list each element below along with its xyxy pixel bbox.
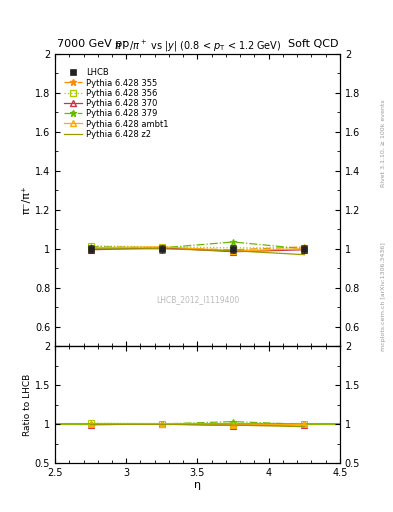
- Y-axis label: π⁻/π⁺: π⁻/π⁺: [22, 186, 32, 215]
- Legend: LHCB, Pythia 6.428 355, Pythia 6.428 356, Pythia 6.428 370, Pythia 6.428 379, Py: LHCB, Pythia 6.428 355, Pythia 6.428 356…: [62, 67, 171, 140]
- Y-axis label: Ratio to LHCB: Ratio to LHCB: [23, 374, 32, 436]
- Text: mcplots.cern.ch [arXiv:1306.3436]: mcplots.cern.ch [arXiv:1306.3436]: [381, 243, 386, 351]
- Title: $\pi^-/\pi^+$ vs $|y|$ (0.8 < $p_\mathrm{T}$ < 1.2 GeV): $\pi^-/\pi^+$ vs $|y|$ (0.8 < $p_\mathrm…: [114, 39, 281, 54]
- Text: 7000 GeV pp: 7000 GeV pp: [57, 38, 129, 49]
- X-axis label: η: η: [194, 480, 201, 489]
- Text: LHCB_2012_I1119400: LHCB_2012_I1119400: [156, 295, 239, 304]
- Text: Rivet 3.1.10, ≥ 100k events: Rivet 3.1.10, ≥ 100k events: [381, 99, 386, 187]
- Text: Soft QCD: Soft QCD: [288, 38, 339, 49]
